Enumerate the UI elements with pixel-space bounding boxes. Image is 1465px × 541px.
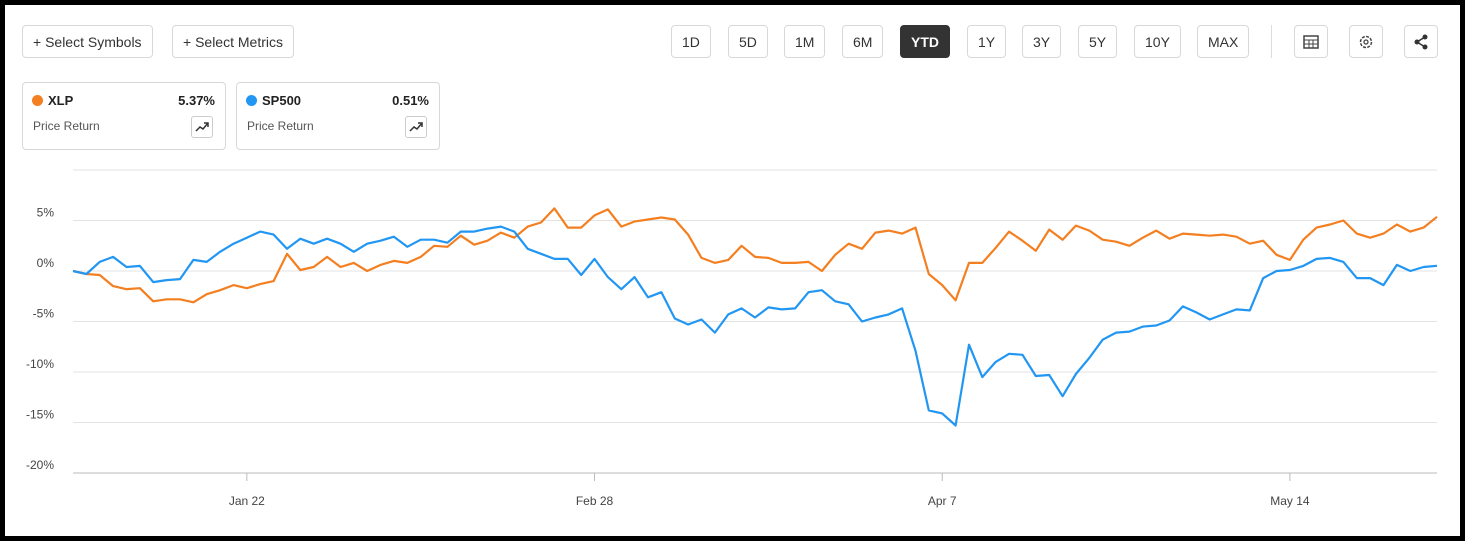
range-button[interactable]: 1M bbox=[784, 25, 826, 58]
range-button[interactable]: MAX bbox=[1197, 25, 1250, 58]
y-tick-label: -10% bbox=[26, 357, 54, 371]
range-button[interactable]: 5Y bbox=[1078, 25, 1118, 58]
trend-icon bbox=[409, 122, 423, 132]
legend-card[interactable]: SP500 0.51% Price Return bbox=[236, 82, 440, 150]
y-tick-label: -20% bbox=[26, 458, 54, 472]
share-button[interactable] bbox=[1404, 25, 1438, 58]
legend-metric: Price Return bbox=[33, 119, 100, 133]
range-button[interactable]: 6M bbox=[842, 25, 884, 58]
series-line bbox=[72, 225, 1438, 427]
y-tick-label: -15% bbox=[26, 408, 54, 422]
series-line bbox=[72, 207, 1438, 304]
settings-button[interactable] bbox=[1349, 25, 1383, 58]
range-button[interactable]: 5D bbox=[728, 25, 768, 58]
share-icon bbox=[1414, 34, 1428, 49]
range-button[interactable]: 3Y bbox=[1022, 25, 1062, 58]
y-tick-label: 5% bbox=[37, 206, 55, 220]
x-tick-label: Feb 28 bbox=[576, 494, 614, 508]
x-tick-label: Apr 7 bbox=[928, 494, 957, 508]
select-symbols-button[interactable]: + Select Symbols bbox=[22, 25, 153, 58]
legend-symbol: XLP bbox=[48, 93, 74, 108]
trend-icon bbox=[195, 122, 209, 132]
select-metrics-button[interactable]: + Select Metrics bbox=[172, 25, 294, 58]
range-button[interactable]: YTD bbox=[900, 25, 950, 58]
y-tick-label: -5% bbox=[33, 307, 55, 321]
legend-dot bbox=[246, 95, 257, 106]
chart-type-icon[interactable] bbox=[405, 116, 427, 138]
legend-card[interactable]: XLP 5.37% Price Return bbox=[22, 82, 226, 150]
legend-dot bbox=[32, 95, 43, 106]
legend-change: 0.51% bbox=[392, 93, 429, 108]
legend-change: 5.37% bbox=[178, 93, 215, 108]
legend-metric: Price Return bbox=[247, 119, 314, 133]
divider bbox=[1271, 25, 1272, 58]
y-tick-label: 0% bbox=[37, 256, 55, 270]
legend-symbol: SP500 bbox=[262, 93, 302, 108]
range-button[interactable]: 10Y bbox=[1134, 25, 1181, 58]
range-button[interactable]: 1D bbox=[671, 25, 711, 58]
gear-icon bbox=[1359, 35, 1373, 48]
table-button[interactable] bbox=[1294, 25, 1328, 58]
range-button[interactable]: 1Y bbox=[967, 25, 1007, 58]
x-tick-label: Jan 22 bbox=[229, 494, 265, 508]
x-tick-label: May 14 bbox=[1270, 494, 1310, 508]
table-icon bbox=[1303, 34, 1319, 49]
chart-type-icon[interactable] bbox=[191, 116, 213, 138]
